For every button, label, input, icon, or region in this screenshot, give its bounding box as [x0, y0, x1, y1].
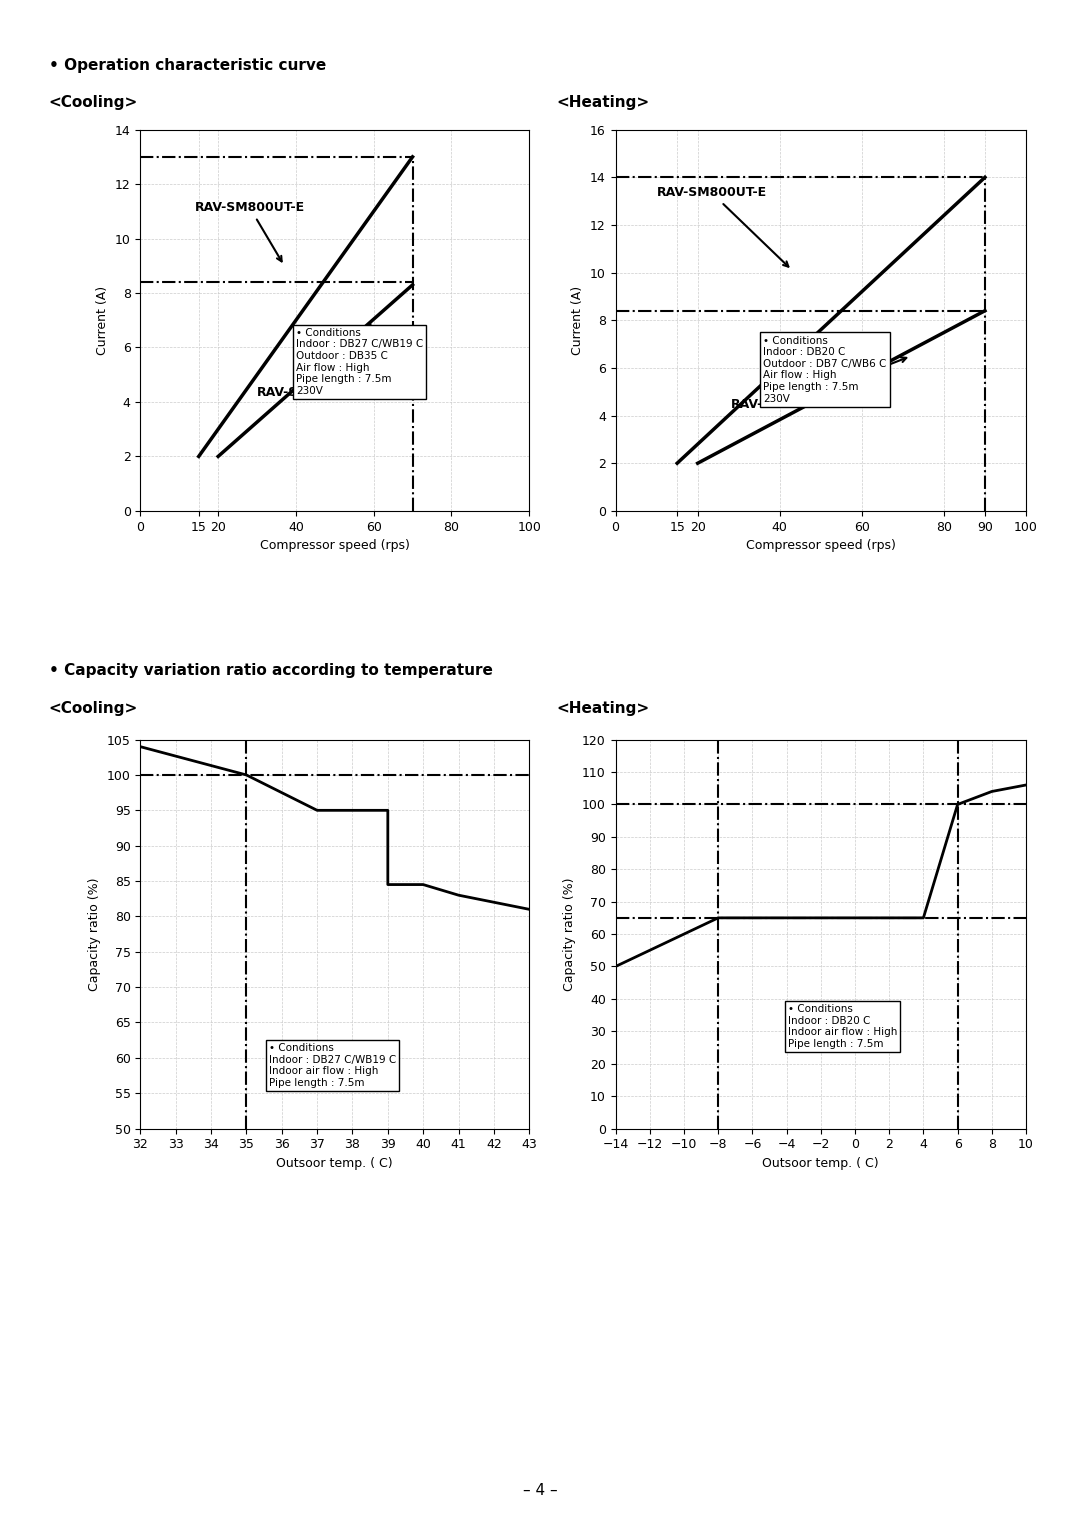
X-axis label: Compressor speed (rps): Compressor speed (rps) — [746, 540, 895, 552]
Text: RAV-SM560UT-E: RAV-SM560UT-E — [257, 325, 370, 400]
Text: – 4 –: – 4 – — [523, 1482, 557, 1498]
Text: • Conditions
Indoor : DB20 C
Outdoor : DB7 C/WB6 C
Air flow : High
Pipe length :: • Conditions Indoor : DB20 C Outdoor : D… — [764, 336, 887, 404]
Text: • Capacity variation ratio according to temperature: • Capacity variation ratio according to … — [49, 663, 492, 679]
Y-axis label: Current (A): Current (A) — [571, 285, 584, 355]
Text: • Operation characteristic curve: • Operation characteristic curve — [49, 58, 326, 73]
Text: • Conditions
Indoor : DB27 C/WB19 C
Outdoor : DB35 C
Air flow : High
Pipe length: • Conditions Indoor : DB27 C/WB19 C Outd… — [296, 328, 423, 396]
Text: <Cooling>: <Cooling> — [49, 702, 138, 717]
X-axis label: Outsoor temp. ( C): Outsoor temp. ( C) — [276, 1157, 393, 1170]
X-axis label: Compressor speed (rps): Compressor speed (rps) — [260, 540, 409, 552]
Text: RAV-SM800UT-E: RAV-SM800UT-E — [657, 186, 788, 267]
Text: RAV-SM560UT-E: RAV-SM560UT-E — [730, 357, 906, 412]
Text: • Conditions
Indoor : DB27 C/WB19 C
Indoor air flow : High
Pipe length : 7.5m: • Conditions Indoor : DB27 C/WB19 C Indo… — [269, 1043, 396, 1087]
Text: <Heating>: <Heating> — [556, 702, 649, 717]
Text: <Cooling>: <Cooling> — [49, 95, 138, 110]
Text: • Conditions
Indoor : DB20 C
Indoor air flow : High
Pipe length : 7.5m: • Conditions Indoor : DB20 C Indoor air … — [788, 1003, 897, 1049]
Y-axis label: Capacity ratio (%): Capacity ratio (%) — [564, 877, 577, 991]
Text: <Heating>: <Heating> — [556, 95, 649, 110]
X-axis label: Outsoor temp. ( C): Outsoor temp. ( C) — [762, 1157, 879, 1170]
Y-axis label: Current (A): Current (A) — [96, 285, 109, 355]
Y-axis label: Capacity ratio (%): Capacity ratio (%) — [89, 877, 102, 991]
Text: RAV-SM800UT-E: RAV-SM800UT-E — [194, 201, 305, 261]
